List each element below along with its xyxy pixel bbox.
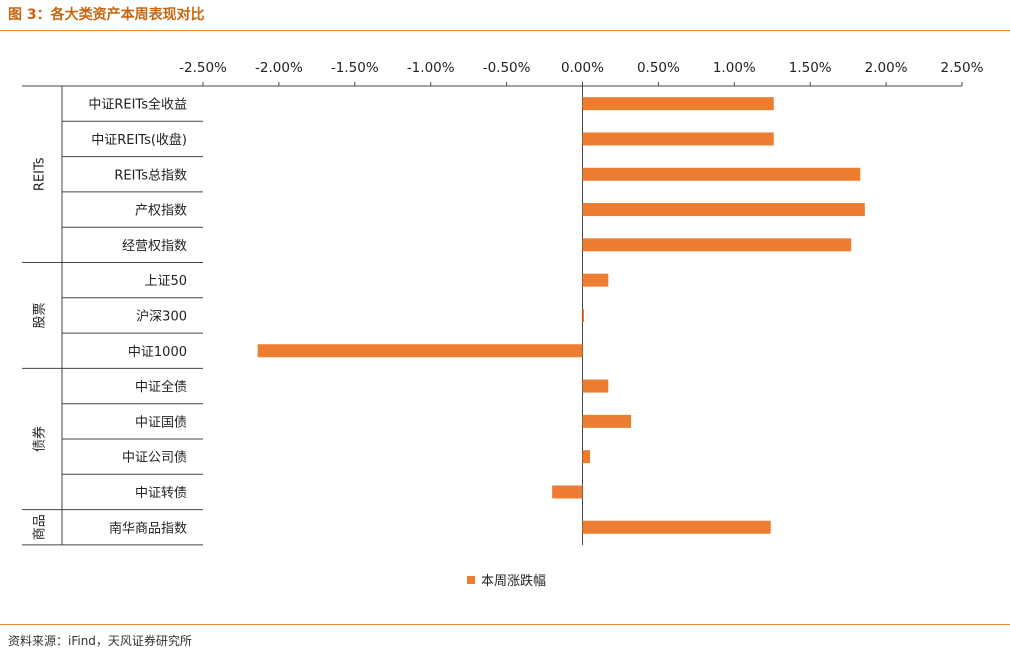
bar bbox=[582, 450, 591, 464]
category-label: 产权指数 bbox=[135, 203, 187, 219]
x-tick-label: -0.50% bbox=[483, 60, 531, 76]
category-label: 上证50 bbox=[144, 274, 187, 289]
group-label: 股票 bbox=[33, 302, 48, 328]
group-label: REITs bbox=[33, 157, 48, 191]
category-label: 中证REITs(收盘) bbox=[91, 132, 187, 148]
x-tick-label: 1.00% bbox=[713, 60, 756, 76]
category-label: 沪深300 bbox=[136, 308, 187, 324]
x-tick-label: 2.00% bbox=[865, 60, 908, 76]
x-tick-label: -2.00% bbox=[255, 60, 303, 76]
bar bbox=[582, 414, 632, 428]
group-label: 债券 bbox=[32, 426, 48, 452]
x-tick-label: -2.50% bbox=[179, 60, 227, 76]
category-label: 中证转债 bbox=[135, 486, 187, 501]
legend-swatch bbox=[467, 576, 475, 584]
bar bbox=[582, 203, 865, 217]
bar bbox=[582, 308, 585, 322]
bar bbox=[582, 238, 852, 252]
bar bbox=[552, 485, 583, 499]
x-tick-label: -1.50% bbox=[331, 60, 379, 76]
bar bbox=[582, 97, 774, 111]
bar bbox=[582, 273, 609, 287]
category-label: 中证1000 bbox=[128, 345, 187, 360]
category-label: 中证国债 bbox=[135, 415, 187, 430]
bar bbox=[257, 344, 583, 358]
bar bbox=[582, 167, 861, 181]
category-label: REITs总指数 bbox=[114, 168, 187, 183]
legend-label: 本周涨跌幅 bbox=[481, 573, 546, 589]
x-tick-label: 2.50% bbox=[941, 60, 984, 76]
x-tick-label: 0.00% bbox=[561, 60, 604, 76]
category-label: 南华商品指数 bbox=[109, 520, 187, 536]
category-label: 中证全债 bbox=[135, 379, 187, 395]
x-tick-label: 0.50% bbox=[637, 60, 680, 76]
source-note: 资料来源：iFind，天风证券研究所 bbox=[8, 634, 192, 648]
figure-title: 图 3：各大类资产本周表现对比 bbox=[8, 7, 205, 23]
group-label: 商品 bbox=[33, 514, 48, 540]
bar bbox=[582, 520, 771, 534]
category-label: 经营权指数 bbox=[122, 238, 187, 254]
x-tick-label: -1.00% bbox=[407, 60, 455, 76]
category-label: 中证公司债 bbox=[122, 451, 187, 466]
top-rule bbox=[0, 30, 1010, 31]
x-tick-label: 1.50% bbox=[789, 60, 832, 76]
bar bbox=[582, 132, 774, 146]
bar bbox=[582, 379, 609, 393]
bottom-rule bbox=[0, 624, 1010, 625]
category-label: 中证REITs全收益 bbox=[88, 97, 187, 113]
